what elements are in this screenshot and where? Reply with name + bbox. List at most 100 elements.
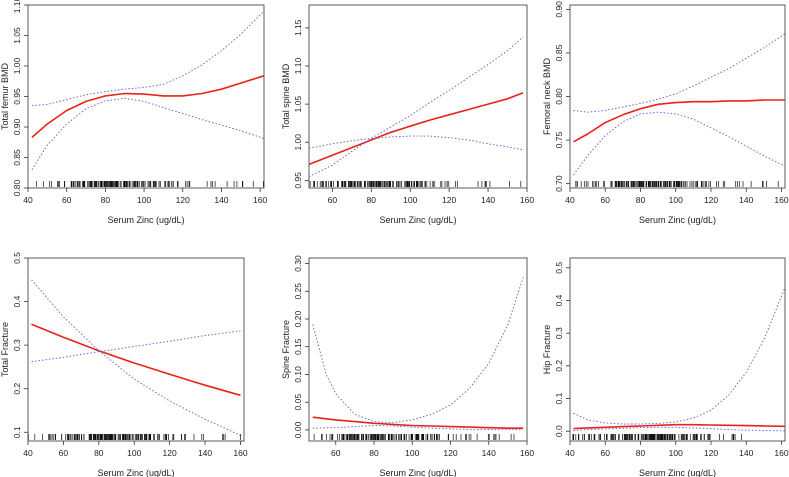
y-tick-label: 0.10 xyxy=(293,366,303,383)
x-tick-label: 140 xyxy=(739,448,753,458)
plot-frame xyxy=(27,257,245,442)
x-tick-label: 160 xyxy=(774,195,788,205)
y-tick-label: 0.05 xyxy=(293,394,303,411)
fitted-curve xyxy=(308,91,524,166)
y-tick-label: 1.10 xyxy=(12,0,22,13)
x-tick-label: 60 xyxy=(601,448,611,458)
y-tick-label: 1.05 xyxy=(12,27,22,44)
y-tick-label: 0.2 xyxy=(12,383,22,395)
x-tick-label: 160 xyxy=(520,195,534,205)
x-axis-title: Serum Zinc (ug/dL) xyxy=(639,468,716,477)
x-tick-label: 100 xyxy=(403,195,417,205)
ci-upper-curve xyxy=(573,33,786,113)
x-tick-label: 160 xyxy=(774,448,788,458)
ci-upper-curve xyxy=(31,10,265,107)
ci-lower-curve xyxy=(31,330,241,363)
chart-panel-1: 40 60 80 100 120 140 160 0.80 0.85 0.90 0.95 1.00 1.… xyxy=(0,0,267,225)
y-tick-label: 0.4 xyxy=(554,294,564,306)
y-tick-label: 0.80 xyxy=(12,179,22,196)
fitted-curve xyxy=(31,75,265,139)
y-tick-label: 0.75 xyxy=(554,132,564,149)
y-tick-label: 0.3 xyxy=(12,339,22,351)
y-tick-label: 0.1 xyxy=(12,426,22,438)
y-tick-label: 0.85 xyxy=(12,149,22,166)
y-axis-title: Hip Fracture xyxy=(542,325,552,375)
y-tick-label: 1.15 xyxy=(293,19,303,36)
plot-frame xyxy=(569,257,786,442)
chart-panel-6: 40 60 80 100 120 140 160 0.0 0.1 0.2 0.3 0.4 0.5 Seru… xyxy=(542,257,789,477)
x-tick-label: 40 xyxy=(23,195,33,205)
fitted-curve xyxy=(573,99,785,143)
ci-lower-curve xyxy=(573,111,786,176)
x-axis-title: Serum Zinc (ug/dL) xyxy=(379,468,456,477)
chart-panel-2: 60 80 100 120 140 160 0.95 1.00 1.05 1.10 1.15 Seru… xyxy=(281,4,534,225)
x-tick-label: 100 xyxy=(405,448,419,458)
plot-frame xyxy=(308,257,528,442)
y-tick-label: 0.85 xyxy=(554,44,564,61)
fitted-curve xyxy=(312,416,524,430)
x-tick-label: 60 xyxy=(331,448,341,458)
x-axis-title: Serum Zinc (ug/dL) xyxy=(639,215,716,225)
ci-lower-curve xyxy=(308,135,524,151)
y-tick-label: 0.1 xyxy=(554,392,564,404)
y-tick-label: 0.25 xyxy=(293,283,303,300)
y-tick-label: 0.4 xyxy=(12,295,22,307)
x-tick-label: 120 xyxy=(704,195,718,205)
x-tick-label: 80 xyxy=(636,195,646,205)
y-axis-title: Total spine BMD xyxy=(281,63,291,129)
x-tick-label: 80 xyxy=(369,448,379,458)
ci-lower-curve xyxy=(312,425,524,431)
x-tick-label: 100 xyxy=(669,448,683,458)
y-tick-label: 1.10 xyxy=(293,57,303,74)
x-tick-label: 160 xyxy=(253,195,267,205)
x-tick-label: 80 xyxy=(101,195,111,205)
rug-marks xyxy=(313,434,515,440)
x-tick-label: 60 xyxy=(62,195,72,205)
y-tick-label: 0.95 xyxy=(293,172,303,189)
y-tick-label: 0.2 xyxy=(554,360,564,372)
ci-upper-curve xyxy=(308,36,524,178)
y-tick-label: 0.95 xyxy=(12,88,22,105)
rug-marks xyxy=(575,181,779,187)
rug-marks xyxy=(27,434,241,440)
y-tick-label: 0.90 xyxy=(554,1,564,18)
rug-marks xyxy=(572,434,742,440)
y-tick-label: 0.00 xyxy=(293,421,303,438)
x-tick-label: 80 xyxy=(636,448,646,458)
x-tick-label: 40 xyxy=(565,195,575,205)
x-tick-label: 160 xyxy=(520,448,534,458)
plot-frame xyxy=(308,4,528,189)
x-tick-label: 120 xyxy=(442,195,456,205)
ci-upper-curve xyxy=(573,287,786,425)
x-tick-label: 140 xyxy=(739,195,753,205)
x-tick-label: 140 xyxy=(214,195,228,205)
x-tick-label: 80 xyxy=(367,195,377,205)
y-tick-label: 1.00 xyxy=(293,134,303,151)
y-tick-label: 0.70 xyxy=(554,175,564,192)
x-tick-label: 120 xyxy=(443,448,457,458)
y-axis-title: Total femur BMD xyxy=(0,62,10,130)
x-tick-label: 80 xyxy=(94,448,104,458)
x-tick-label: 100 xyxy=(137,195,151,205)
y-tick-label: 0.15 xyxy=(293,338,303,355)
y-tick-label: 0.5 xyxy=(554,262,564,274)
x-tick-label: 60 xyxy=(328,195,338,205)
x-tick-label: 120 xyxy=(176,195,190,205)
x-tick-label: 60 xyxy=(59,448,69,458)
y-tick-label: 0.30 xyxy=(293,255,303,272)
x-axis-title: Serum Zinc (ug/dL) xyxy=(379,215,456,225)
y-tick-label: 1.00 xyxy=(12,57,22,74)
plot-frame xyxy=(27,4,265,189)
fitted-curve xyxy=(573,423,786,430)
fitted-curve xyxy=(31,323,241,397)
chart-panel-3: 40 60 80 100 120 140 160 0.70 0.75 0.80 0.85 0.90 Se… xyxy=(542,1,789,225)
x-tick-label: 160 xyxy=(233,448,247,458)
y-axis-title: Spine Fracture xyxy=(281,320,291,379)
x-axis-title: Serum Zinc (ug/dL) xyxy=(107,215,184,225)
x-tick-label: 40 xyxy=(565,448,575,458)
ci-upper-curve xyxy=(31,279,241,436)
plot-frame xyxy=(569,4,786,189)
x-tick-label: 100 xyxy=(669,195,683,205)
rug-marks xyxy=(35,181,264,187)
